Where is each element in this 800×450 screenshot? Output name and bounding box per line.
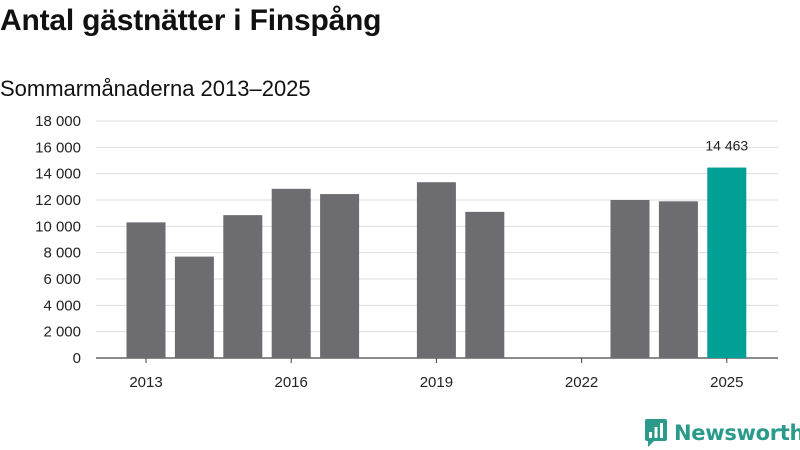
y-tick-label: 6 000 bbox=[43, 271, 81, 288]
x-axis-tick-labels: 2013 2016 2019 2022 2025 bbox=[129, 358, 743, 391]
x-tick-label: 2016 bbox=[275, 374, 308, 391]
x-tick-label: 2013 bbox=[129, 374, 162, 391]
bar-2015 bbox=[223, 215, 263, 358]
bars bbox=[126, 167, 747, 358]
chart-subtitle: Sommarmånaderna 2013–2025 bbox=[0, 76, 311, 101]
x-tick-label: 2025 bbox=[710, 374, 743, 391]
y-tick-label: 10 000 bbox=[35, 218, 81, 235]
y-tick-label: 14 000 bbox=[35, 166, 81, 183]
x-tick-label: 2019 bbox=[420, 374, 453, 391]
bar-2023 bbox=[610, 200, 650, 358]
newsworthy-logo-icon bbox=[645, 419, 667, 447]
y-tick-label: 18 000 bbox=[35, 113, 81, 130]
y-tick-label: 2 000 bbox=[43, 324, 81, 341]
chart-title: Antal gästnätter i Finspång bbox=[0, 4, 382, 37]
bar-2020 bbox=[465, 211, 505, 358]
bar-2016 bbox=[271, 188, 311, 358]
bar-2013 bbox=[126, 222, 166, 358]
bar-2019 bbox=[416, 182, 456, 358]
bar-2025 bbox=[707, 167, 747, 358]
x-tick-label: 2022 bbox=[565, 374, 598, 391]
newsworthy-brand: Newsworthy bbox=[644, 418, 800, 448]
y-tick-label: 16 000 bbox=[35, 139, 81, 156]
y-tick-label: 8 000 bbox=[43, 245, 81, 262]
data-labels: 14 463 bbox=[705, 138, 748, 154]
data-label-2025: 14 463 bbox=[705, 138, 748, 154]
bar-2024 bbox=[658, 201, 698, 358]
y-axis-tick-labels: 0 2 000 4 000 6 000 8 000 10 000 12 000 14 000 1… bbox=[35, 113, 81, 367]
y-tick-label: 0 bbox=[73, 350, 81, 367]
bar-2014 bbox=[174, 256, 214, 358]
y-tick-label: 12 000 bbox=[35, 192, 81, 209]
y-tick-label: 4 000 bbox=[43, 297, 81, 314]
bar-2017 bbox=[320, 194, 360, 358]
brand-name: Newsworthy bbox=[674, 421, 800, 445]
